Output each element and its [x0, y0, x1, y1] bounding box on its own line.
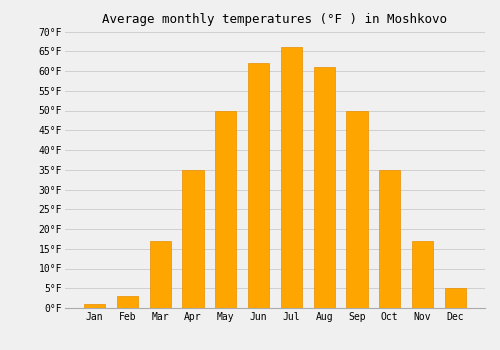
Bar	[379, 170, 400, 308]
Bar	[280, 47, 302, 308]
Bar	[182, 170, 204, 308]
Bar	[150, 241, 171, 308]
Bar	[215, 111, 236, 308]
Bar	[314, 67, 335, 308]
Bar	[84, 304, 106, 308]
Bar	[117, 296, 138, 308]
Title: Average monthly temperatures (°F ) in Moshkovo: Average monthly temperatures (°F ) in Mo…	[102, 13, 448, 26]
Bar	[412, 241, 433, 308]
Bar	[248, 63, 270, 308]
Bar	[444, 288, 466, 308]
Bar	[346, 111, 368, 308]
